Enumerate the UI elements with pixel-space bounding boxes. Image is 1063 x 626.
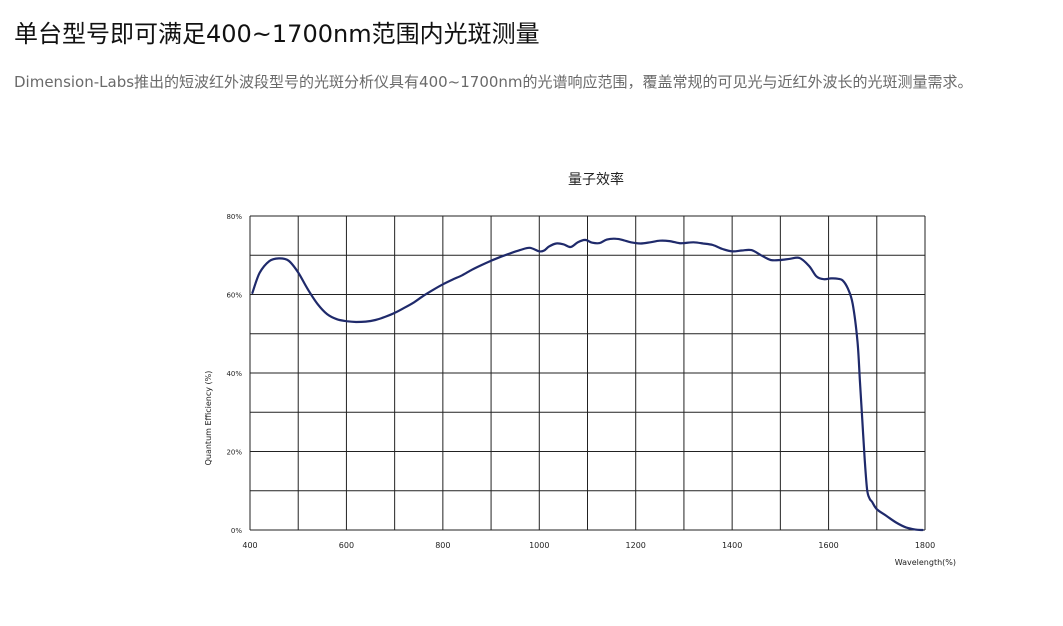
y-tick-label: 20%	[226, 449, 242, 457]
page-subtitle: Dimension-Labs推出的短波红外波段型号的光斑分析仪具有400~170…	[14, 73, 973, 91]
y-tick-label: 40%	[226, 370, 242, 378]
chart-tick-labels: 400 600 800 1000 1200 1400 1600 1800 0% 20% 40% 60%…	[226, 213, 935, 550]
chart-grid	[249, 215, 926, 531]
chart-line-layer	[251, 237, 924, 532]
x-tick-label: 600	[339, 541, 354, 550]
chart-ylabel: Quantum Efficiency (%)	[204, 371, 213, 466]
x-tick-label: 1200	[626, 541, 646, 550]
y-tick-label: 80%	[226, 213, 242, 221]
y-tick-label: 60%	[226, 292, 242, 300]
page-title: 单台型号即可满足400~1700nm范围内光斑测量	[14, 20, 540, 48]
chart-title: 量子效率	[568, 171, 624, 188]
x-tick-label: 1000	[529, 541, 549, 550]
x-tick-label: 800	[435, 541, 450, 550]
x-tick-label: 1800	[915, 541, 935, 550]
qe-series-line	[251, 237, 924, 532]
y-tick-label: 0%	[231, 527, 242, 535]
x-tick-label: 1600	[818, 541, 838, 550]
x-tick-label: 400	[242, 541, 257, 550]
chart-xlabel: Wavelength(%)	[895, 558, 956, 567]
x-tick-label: 1400	[722, 541, 742, 550]
